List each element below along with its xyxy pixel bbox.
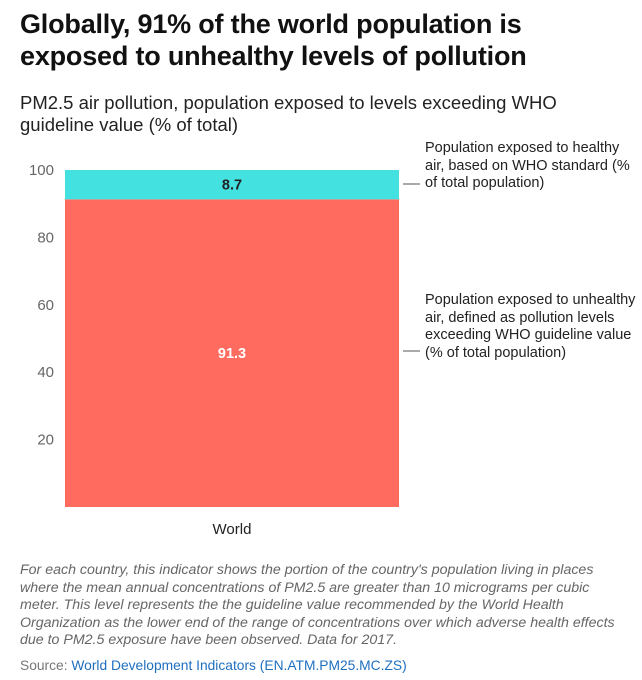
y-tick-label: 80 [37,229,54,246]
x-tick-label: World [213,521,252,538]
y-tick-label: 40 [37,364,54,381]
y-axis: 20 40 60 80 100 [29,162,54,449]
footnote: For each country, this indicator shows t… [20,562,615,648]
chart-subtitle: PM2.5 air pollution, population exposed … [20,92,557,135]
chart-title: Globally, 91% of the world population is… [20,9,527,71]
bars [65,170,399,507]
bar-label-healthy: 8.7 [222,178,242,194]
source-label: Source: [20,658,72,673]
bar-label-unhealthy: 91.3 [218,346,246,362]
bar-labels: 91.3 8.7 [218,178,246,362]
y-tick-label: 100 [29,162,54,179]
legend-healthy: Population exposed to healthy air, based… [425,140,630,191]
stacked-bar-chart: 20 40 60 80 100 91.3 8.7 World [29,162,420,538]
legend-connectors [403,183,420,352]
source: Source: World Development Indicators (EN… [20,657,625,674]
y-tick-label: 60 [37,297,54,314]
legend-unhealthy: Population exposed to unhealthy air, def… [425,292,636,361]
bar-unhealthy [65,199,399,507]
y-tick-label: 20 [37,432,54,449]
bar-healthy [65,170,399,200]
x-axis: World [213,521,252,538]
source-link[interactable]: World Development Indicators (EN.ATM.PM2… [71,658,407,673]
